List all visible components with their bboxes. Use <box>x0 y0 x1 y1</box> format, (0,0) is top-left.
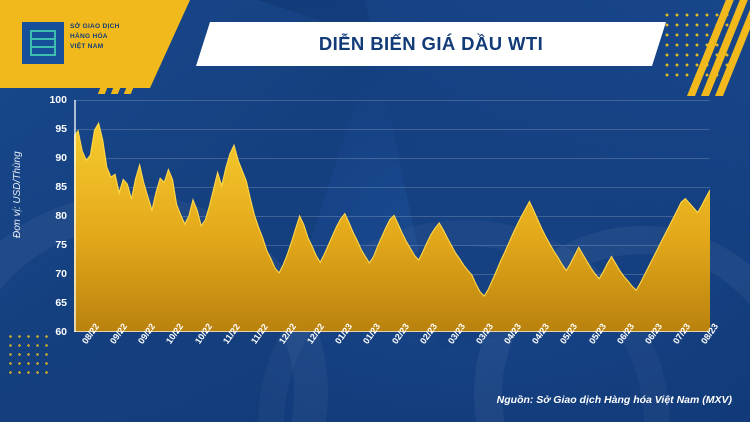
logo-line-1: SỞ GIAO DỊCH <box>70 23 120 30</box>
y-axis-title: Đơn vị: USD/Thùng <box>12 151 23 238</box>
chart-container: Đơn vị: USD/Thùng 100 95 90 85 80 75 70 … <box>0 88 750 388</box>
price-area-series <box>74 121 710 332</box>
source-note: Nguồn: Sở Giao dịch Hàng hóa Việt Nam (M… <box>496 394 732 406</box>
logo-line-3: VIỆT NAM <box>70 43 104 50</box>
y-tick-75: 75 <box>55 239 67 251</box>
header-band: SỞ GIAO DỊCH HÀNG HÓA VIỆT NAM DIỄN BIẾN… <box>0 0 750 96</box>
y-tick-65: 65 <box>55 297 67 309</box>
x-axis-line <box>74 330 710 332</box>
y-tick-90: 90 <box>55 152 67 164</box>
y-axis-line <box>74 100 76 332</box>
y-tick-80: 80 <box>55 210 67 222</box>
header-stripes-left <box>97 0 178 94</box>
y-tick-70: 70 <box>55 268 67 280</box>
x-axis-tick-labels: 08/22 09/22 09/22 10/22 10/22 11/22 11/22 12/22… <box>74 322 720 386</box>
mxv-logo-icon <box>30 30 56 56</box>
logo-line-2: HÀNG HÓA <box>70 33 108 40</box>
y-tick-85: 85 <box>55 181 67 193</box>
y-tick-60: 60 <box>55 326 67 338</box>
plot-area: 100 95 90 85 80 75 70 65 60 <box>49 94 710 338</box>
logo-text: SỞ GIAO DỊCH HÀNG HÓA VIỆT NAM <box>70 22 120 52</box>
title-banner: DIỄN BIẾN GIÁ DẦU WTI <box>196 22 666 66</box>
y-tick-100: 100 <box>49 94 67 106</box>
logo-mark-box <box>22 22 64 64</box>
dot-pattern-bottom-left <box>6 332 54 378</box>
y-tick-95: 95 <box>55 123 67 135</box>
page-title: DIỄN BIẾN GIÁ DẦU WTI <box>318 33 544 54</box>
